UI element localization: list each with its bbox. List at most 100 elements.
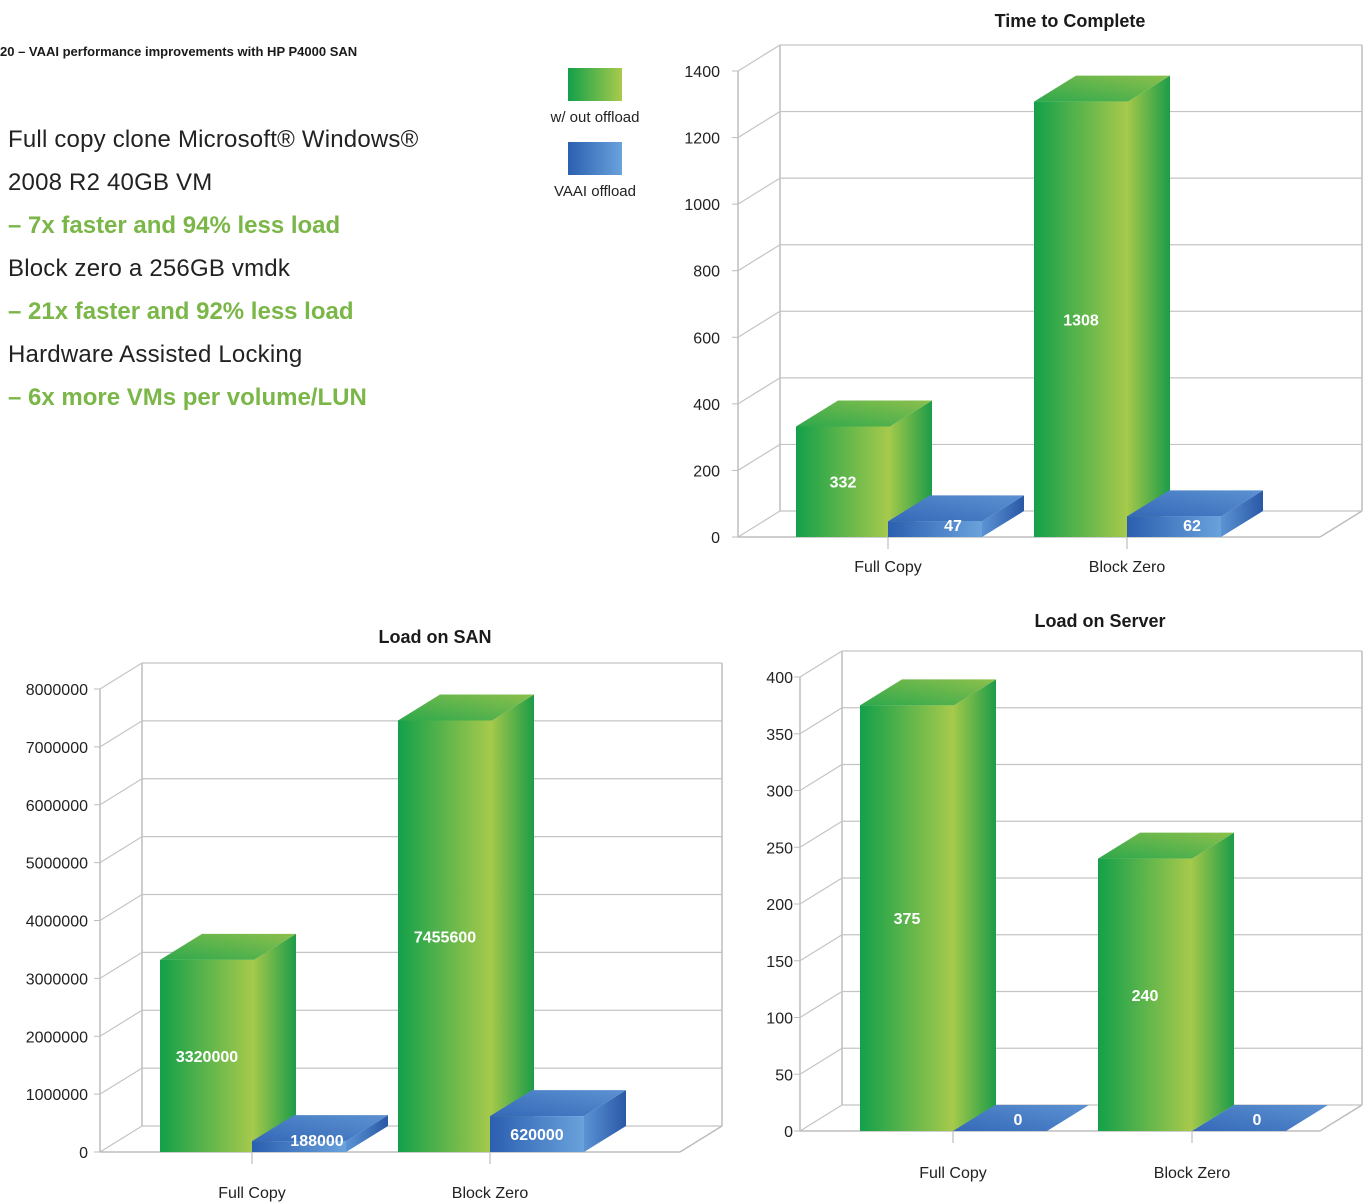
gridline-side <box>99 951 143 979</box>
x-tick-label: Block Zero <box>1154 1165 1231 1182</box>
gridline-side <box>799 934 843 962</box>
gridline-side <box>99 893 143 922</box>
chart-legend: w/ out offload VAAI offload <box>530 68 660 216</box>
y-tick-label: 100 <box>766 1011 793 1028</box>
x-tick-label: Block Zero <box>1089 559 1166 576</box>
legend-item-vaai-offload: VAAI offload <box>530 142 660 200</box>
bar-blue <box>490 1090 626 1152</box>
bar-blue-side <box>982 495 1024 537</box>
gridline-side <box>99 1009 143 1037</box>
bar-green <box>860 679 996 1131</box>
bar-green-top <box>160 933 296 960</box>
figure-title: 20 – VAAI performance improvements with … <box>0 44 358 59</box>
bar-green-top <box>796 400 932 427</box>
y-tick-label: 1400 <box>684 64 720 81</box>
data-label: 620000 <box>510 1127 563 1144</box>
bullet-list: Full copy clone Microsoft® Windows® 2008… <box>8 118 508 419</box>
gridline-side <box>737 244 781 272</box>
gridline-side <box>737 510 781 538</box>
bar-green <box>398 694 534 1152</box>
bar-green-front <box>398 720 492 1152</box>
bar-green-top <box>1034 75 1170 102</box>
y-tick-label: 0 <box>784 1124 793 1141</box>
gridline-side <box>737 44 781 72</box>
bar-blue-top <box>1127 490 1263 517</box>
bar-green-front <box>160 959 254 1152</box>
bar-green-side <box>254 933 296 1152</box>
bar-blue-front <box>1127 516 1221 537</box>
y-tick-label: 1200 <box>684 131 720 148</box>
bullet-line: – 6x more VMs per volume/LUN <box>8 384 367 411</box>
bar-blue <box>953 1105 1089 1131</box>
bullet-line: – 21x faster and 92% less load <box>8 298 354 325</box>
bar-green <box>1034 75 1170 537</box>
bar-blue-front <box>252 1141 346 1152</box>
x-tick-label: Block Zero <box>452 1185 529 1202</box>
data-label: 47 <box>944 518 962 535</box>
y-tick-label: 400 <box>693 397 720 414</box>
y-tick-label: 300 <box>766 784 793 801</box>
chart-load-on-server: 0 50 100 150 200 250 300 350 400 Load on Server 37… <box>766 611 1363 1182</box>
bar-blue-front <box>888 521 982 537</box>
legend-label: w/ out offload <box>550 109 640 126</box>
chart-title: Time to Complete <box>995 11 1146 31</box>
bar-green-front <box>796 426 890 537</box>
y-tick-label: 250 <box>766 840 793 857</box>
gridline-side <box>737 310 781 338</box>
gridline-side <box>799 1047 843 1075</box>
bar-blue <box>252 1115 388 1152</box>
gridline-side <box>737 111 781 139</box>
bar-blue-top <box>490 1090 626 1117</box>
chart-time-to-complete: 0 200 400 600 800 1000 1200 1400 Time to Complet… <box>684 11 1363 576</box>
bar-blue-front <box>490 1116 584 1152</box>
chart-wall: 0 200 400 600 800 1000 1200 1400 <box>684 44 1363 547</box>
data-label: 1308 <box>1063 312 1099 329</box>
data-label: 3320000 <box>176 1049 238 1066</box>
bullet-line: Block zero a 256GB vmdk <box>8 255 291 282</box>
data-label: 0 <box>1253 1112 1262 1129</box>
bar-blue-top <box>953 1105 1089 1131</box>
y-tick-label: 200 <box>766 897 793 914</box>
y-tick-label: 600 <box>693 330 720 347</box>
bullet-line: – 7x faster and 94% less load <box>8 212 341 239</box>
y-tick-label: 400 <box>766 670 793 687</box>
data-label: 62 <box>1183 518 1201 535</box>
gridline-side <box>799 1104 843 1132</box>
legend-label: VAAI offload <box>553 183 636 200</box>
data-label: 375 <box>894 911 921 928</box>
legend-item-without-offload: w/ out offload <box>530 68 660 126</box>
bar-green-top <box>398 694 534 721</box>
legend-swatch-green <box>568 68 622 101</box>
gridline-side <box>799 820 843 848</box>
bar-blue-top <box>888 495 1024 522</box>
y-tick-label: 0 <box>711 530 720 547</box>
chart-load-on-san: 0 1000000 2000000 3000000 4000000 5000000 6000… <box>26 627 723 1202</box>
y-tick-label: 350 <box>766 727 793 744</box>
x-tick-label: Full Copy <box>218 1185 286 1202</box>
chart-wall: 0 1000000 2000000 3000000 4000000 5000000 6000… <box>26 662 723 1162</box>
gridline-side <box>99 1067 143 1095</box>
y-tick-label: 800 <box>693 264 720 281</box>
bar-green-front <box>1098 858 1192 1131</box>
bar-green-front <box>1034 101 1128 537</box>
chart-title: Load on Server <box>1034 611 1165 631</box>
bar-blue <box>888 495 1024 537</box>
y-tick-label: 4000000 <box>26 914 88 931</box>
data-label: 188000 <box>290 1133 343 1150</box>
y-tick-label: 2000000 <box>26 1029 88 1046</box>
bar-blue-top <box>1192 1105 1328 1131</box>
y-tick-label: 1000 <box>684 197 720 214</box>
bullet-line: Full copy clone Microsoft® Windows® <box>8 126 419 153</box>
gridline-side <box>99 720 143 748</box>
y-tick-label: 150 <box>766 954 793 971</box>
y-tick-label: 5000000 <box>26 856 88 873</box>
bar-blue <box>1127 490 1263 537</box>
bar-green-side <box>1128 75 1170 537</box>
bar-blue-top <box>252 1115 388 1142</box>
bar-green-side <box>954 679 996 1131</box>
bar-blue-side <box>584 1090 626 1152</box>
gridline-side <box>799 877 843 905</box>
bullet-line: 2008 R2 40GB VM <box>8 169 213 196</box>
bar-green <box>1098 832 1234 1131</box>
